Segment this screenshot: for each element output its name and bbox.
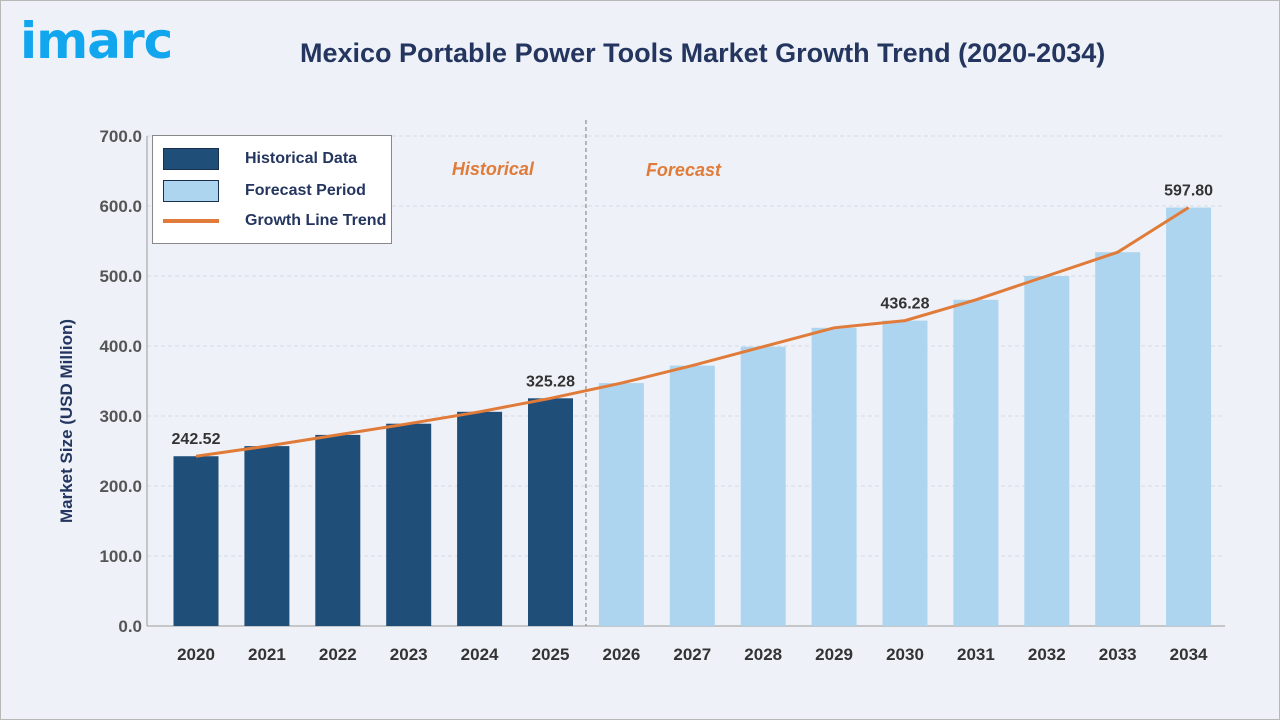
legend-swatch — [163, 180, 219, 202]
legend-swatch — [163, 148, 219, 170]
x-tick-label: 2026 — [602, 645, 640, 664]
x-tick-label: 2024 — [461, 645, 499, 664]
bar-2029 — [811, 327, 857, 626]
bar-2032 — [1024, 276, 1070, 626]
bar-2025 — [528, 398, 573, 626]
imarc-logo: imarc — [20, 12, 173, 70]
x-tick-label: 2023 — [390, 645, 428, 664]
forecast-label: Forecast — [646, 160, 722, 180]
y-tick-label: 700.0 — [99, 127, 142, 146]
x-tick-label: 2025 — [532, 645, 570, 664]
bar-2027 — [669, 365, 715, 626]
y-tick-label: 0.0 — [118, 617, 142, 636]
bar-2022 — [315, 434, 361, 626]
x-tick-label: 2033 — [1099, 645, 1137, 664]
y-axis-label: Market Size (USD Million) — [57, 319, 76, 523]
x-tick-label: 2021 — [248, 645, 286, 664]
historical-label: Historical — [452, 159, 535, 179]
bar-2031 — [953, 299, 999, 626]
legend: Historical Data Forecast Period Growth L… — [152, 135, 392, 244]
bar-2030 — [882, 320, 928, 626]
x-tick-label: 2030 — [886, 645, 924, 664]
bar-2020 — [173, 456, 219, 626]
y-tick-label: 100.0 — [99, 547, 142, 566]
x-tick-label: 2031 — [957, 645, 995, 664]
legend-label: Growth Line Trend — [245, 212, 387, 229]
y-tick-label: 300.0 — [99, 407, 142, 426]
data-label: 597.80 — [1164, 183, 1213, 200]
legend-forecast: Forecast Period — [163, 180, 366, 202]
bar-2024 — [457, 411, 503, 626]
chart-title: Mexico Portable Power Tools Market Growt… — [300, 38, 1106, 68]
y-tick-label: 200.0 — [99, 477, 142, 496]
x-tick-label: 2034 — [1170, 645, 1208, 664]
x-tick-label: 2022 — [319, 645, 357, 664]
legend-label: Forecast Period — [245, 182, 366, 199]
bar-2023 — [386, 423, 432, 626]
x-tick-label: 2028 — [744, 645, 782, 664]
bar-2026 — [598, 383, 644, 626]
data-label: 436.28 — [881, 296, 930, 313]
data-label: 325.28 — [526, 373, 575, 390]
legend-swatch — [163, 219, 219, 223]
growth-line — [195, 206, 1190, 458]
legend-label: Historical Data — [245, 150, 358, 167]
x-tick-label: 2029 — [815, 645, 853, 664]
bar-2033 — [1095, 252, 1141, 626]
y-tick-label: 400.0 — [99, 337, 142, 356]
x-tick-label: 2032 — [1028, 645, 1066, 664]
x-tick-label: 2020 — [177, 645, 215, 664]
legend-historical: Historical Data — [163, 148, 357, 170]
legend-growth-line: Growth Line Trend — [163, 212, 386, 230]
y-tick-label: 600.0 — [99, 197, 142, 216]
data-label: 242.52 — [172, 431, 221, 448]
bar-2034 — [1166, 207, 1212, 627]
y-tick-label: 500.0 — [99, 267, 142, 286]
bar-2021 — [244, 446, 290, 626]
bar-2028 — [740, 346, 786, 626]
x-tick-label: 2027 — [673, 645, 711, 664]
